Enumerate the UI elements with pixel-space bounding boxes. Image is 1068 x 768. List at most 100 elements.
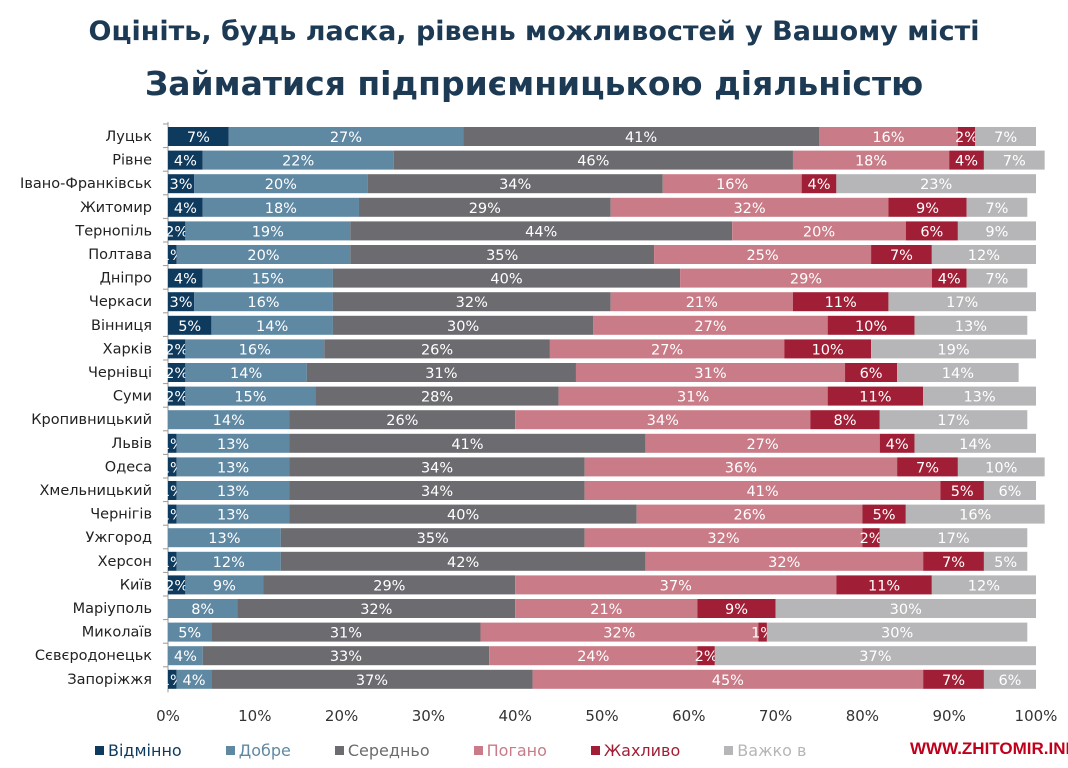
bar-segment: [662, 174, 802, 194]
data-label: 9%: [916, 201, 939, 217]
data-label: 8%: [191, 602, 214, 618]
bar-segment: [532, 669, 924, 689]
data-label: 7%: [985, 201, 1008, 217]
bar-segment: [324, 339, 550, 359]
bar-segment: [879, 433, 915, 453]
bar-segment: [645, 433, 880, 453]
bar-segment: [168, 433, 177, 453]
bar-segment: [350, 221, 733, 241]
category-label: Івано-Франківськ: [20, 176, 152, 192]
category-label: Черкаси: [89, 294, 152, 310]
legend-label: Добре: [238, 741, 291, 760]
data-label: 14%: [213, 413, 245, 429]
bar-segment: [185, 386, 316, 406]
data-label: 6%: [998, 484, 1021, 500]
bar-segment: [549, 339, 785, 359]
data-label: 35%: [486, 248, 518, 264]
bar-segment: [931, 245, 1036, 264]
data-label: 7%: [890, 248, 913, 264]
data-label: 25%: [746, 248, 778, 264]
data-label: 17%: [937, 413, 969, 429]
data-label: 42%: [447, 555, 479, 571]
bar-segment: [176, 504, 290, 524]
bar-segment: [168, 599, 238, 618]
bar-segment: [168, 504, 177, 524]
bar-segment: [836, 174, 1036, 194]
bar-segment: [758, 622, 767, 642]
legend-item: Погано: [473, 741, 547, 760]
data-label: 20%: [803, 224, 835, 240]
data-label: 37%: [356, 673, 388, 689]
data-label: 29%: [790, 272, 822, 288]
data-label: 4%: [886, 437, 909, 453]
x-tick-label: 100%: [1015, 707, 1058, 725]
bar-segment: [358, 197, 611, 217]
data-label: 37%: [660, 578, 692, 594]
bar-segment: [914, 433, 1036, 453]
bar-segment: [168, 551, 177, 571]
data-label: 3%: [170, 177, 193, 193]
data-label: 30%: [881, 626, 913, 642]
bar-segment: [888, 197, 967, 217]
bar-segment: [168, 292, 195, 312]
data-label: 34%: [421, 484, 453, 500]
legend-swatch: [724, 746, 734, 755]
bar-segment: [654, 245, 872, 264]
data-label: 15%: [234, 390, 266, 406]
x-tick-label: 80%: [846, 707, 879, 725]
bar-segment: [905, 221, 958, 241]
data-label: 14%: [959, 437, 991, 453]
data-label: 41%: [746, 484, 778, 500]
data-label: 6%: [998, 673, 1021, 689]
bar-segment: [610, 197, 889, 217]
bar-segment: [393, 150, 793, 170]
bar-segment: [289, 410, 516, 430]
bar-segment: [983, 150, 1045, 170]
bar-segment: [463, 127, 819, 146]
data-label: 14%: [230, 366, 262, 382]
data-label: 12%: [213, 555, 245, 571]
data-label: 11%: [859, 390, 891, 406]
bar-segment: [306, 363, 576, 382]
data-label: 17%: [937, 531, 969, 547]
data-label: 32%: [733, 201, 765, 217]
bar-segment: [923, 551, 984, 571]
chart-title: Оцініть, будь ласка, рівень можливостей …: [88, 16, 980, 47]
data-label: 4%: [955, 154, 978, 170]
data-label: 27%: [694, 319, 726, 335]
category-label: Хмельницький: [39, 483, 152, 499]
data-label: 41%: [451, 437, 483, 453]
bar-segment: [194, 174, 368, 194]
bar-segment: [480, 622, 759, 642]
category-label: Рівне: [112, 153, 152, 169]
data-label: 7%: [916, 460, 939, 476]
data-label: 37%: [859, 649, 891, 665]
bar-segment: [983, 481, 1036, 500]
data-label: 5%: [873, 508, 896, 524]
bar-segment: [176, 669, 212, 689]
bar-segment: [923, 386, 1036, 406]
data-label: 20%: [265, 177, 297, 193]
bar-segment: [766, 622, 1028, 642]
bar-segment: [489, 646, 698, 666]
bar-segment: [176, 481, 290, 500]
bar-segment: [168, 150, 203, 170]
data-label: 21%: [590, 602, 622, 618]
data-label: 32%: [707, 531, 739, 547]
data-label: 6%: [920, 224, 943, 240]
data-label: 7%: [187, 130, 210, 146]
category-label: Харків: [103, 341, 152, 357]
bar-segment: [940, 481, 984, 500]
bar-segment: [168, 245, 177, 264]
bar-segment: [584, 528, 863, 548]
data-label: 27%: [651, 342, 683, 358]
x-tick-label: 30%: [412, 707, 445, 725]
data-label: 18%: [855, 154, 887, 170]
category-label: Ужгород: [86, 530, 153, 546]
x-tick-label: 20%: [325, 707, 358, 725]
data-label: 4%: [938, 272, 961, 288]
bar-segment: [211, 622, 481, 642]
data-label: 30%: [447, 319, 479, 335]
bar-segment: [914, 315, 1028, 335]
bar-segment: [827, 315, 915, 335]
